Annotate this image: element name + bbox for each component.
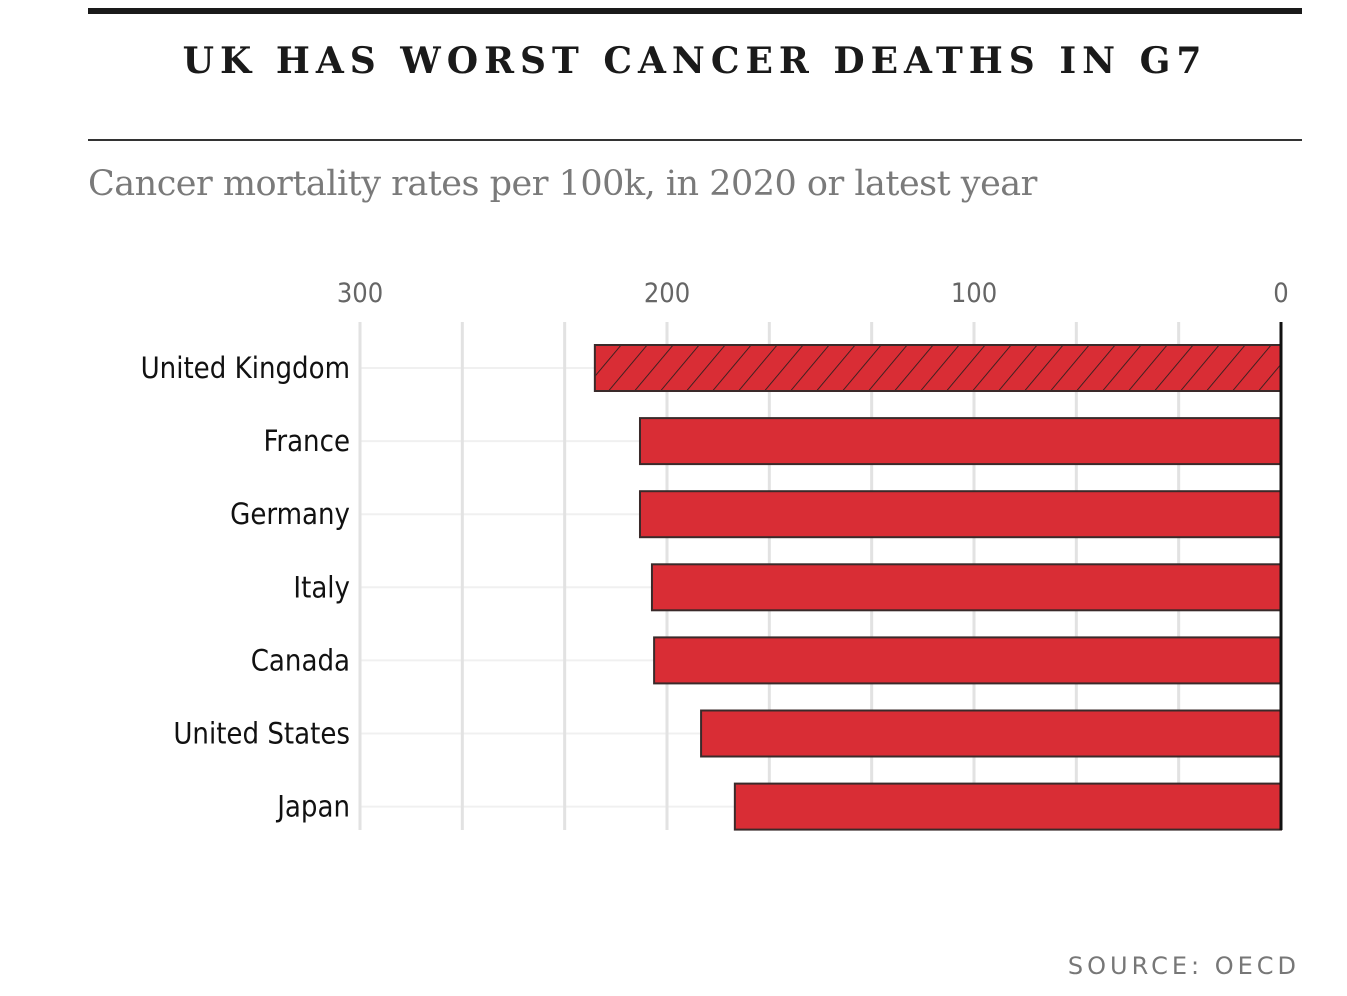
top-rule — [88, 8, 1302, 14]
x-tick-label: 200 — [644, 278, 690, 309]
bar-france — [638, 417, 1282, 466]
category-label: United Kingdom — [141, 351, 350, 385]
category-label: Canada — [251, 643, 350, 677]
source-note: SOURCE: OECD — [1067, 952, 1300, 980]
category-label: France — [263, 424, 350, 458]
title-rule — [88, 139, 1302, 141]
x-tick-label: 300 — [337, 278, 383, 309]
category-label: Japan — [275, 790, 350, 824]
bar-canada — [653, 636, 1282, 685]
chart-subtitle: Cancer mortality rates per 100k, in 2020… — [88, 164, 1037, 204]
category-label: United States — [173, 717, 350, 751]
bar-japan — [733, 782, 1282, 831]
x-tick-label: 0 — [1273, 278, 1288, 309]
category-label: Italy — [293, 570, 350, 604]
chart-title: UK HAS WORST CANCER DEATHS IN G7 — [182, 40, 1208, 82]
bar-italy — [650, 563, 1282, 612]
x-tick-label: 100 — [951, 278, 997, 309]
bar-united-kingdom — [593, 344, 1282, 392]
category-label: Germany — [230, 497, 350, 531]
bar-united-states — [700, 709, 1282, 758]
bar-germany — [638, 490, 1282, 539]
